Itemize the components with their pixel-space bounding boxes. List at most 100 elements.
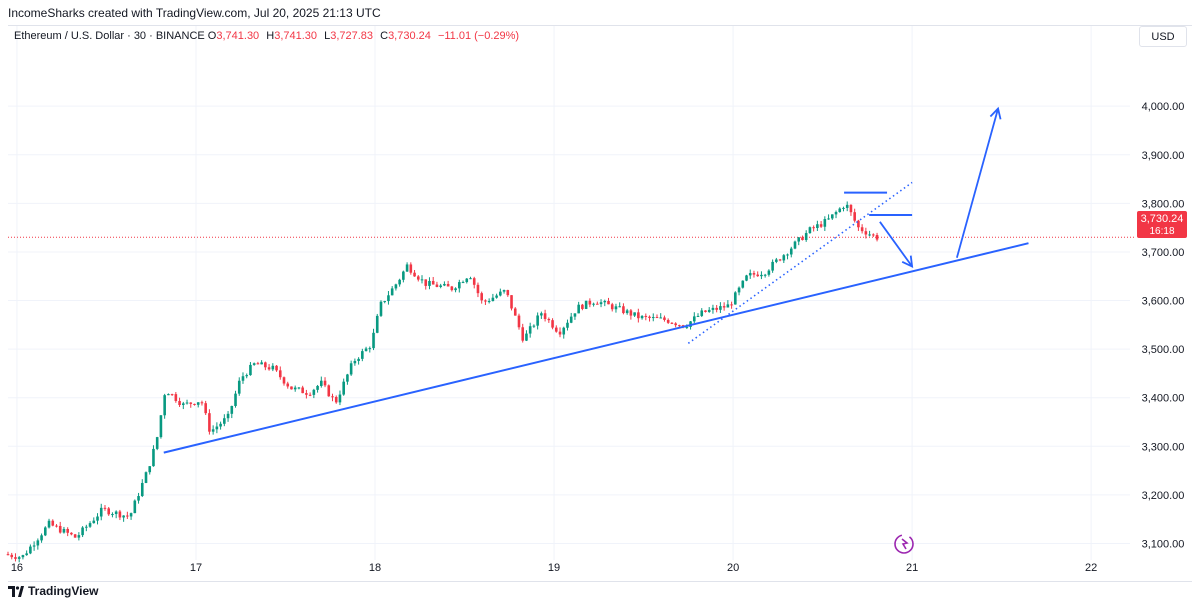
candle-body — [271, 365, 275, 370]
candle — [495, 293, 498, 299]
tradingview-logo-icon — [8, 585, 24, 597]
candle-body — [152, 448, 155, 467]
candle-body — [696, 315, 700, 317]
candle — [420, 275, 424, 284]
last-price-tag: 3,730.24 16:18 — [1137, 211, 1187, 238]
candlestick-series — [6, 201, 879, 563]
candle-body — [446, 283, 450, 287]
candle — [148, 466, 152, 475]
candle-body — [129, 513, 133, 517]
price-tick-label: 3,800.00 — [1142, 198, 1185, 210]
arrow-head — [901, 255, 914, 269]
candle — [499, 288, 502, 297]
candle-body — [554, 327, 558, 332]
symbol-name[interactable]: Ethereum / U.S. Dollar · 30 · BINANCE — [14, 30, 205, 42]
candle-body — [763, 274, 767, 276]
candle-body — [502, 290, 506, 292]
candle — [152, 445, 155, 467]
candle-body — [596, 303, 599, 305]
candle-body — [92, 520, 96, 524]
candle-body — [823, 219, 827, 227]
candle-body — [756, 274, 759, 277]
candle-body — [838, 208, 842, 213]
candle — [193, 403, 196, 406]
candle — [562, 326, 566, 339]
candle-body — [320, 380, 323, 386]
candle-body — [622, 306, 625, 314]
candle-body — [830, 214, 834, 219]
candle-body — [409, 264, 413, 273]
candle-body — [775, 259, 778, 262]
candle — [849, 204, 853, 216]
candle — [726, 300, 730, 308]
candle — [547, 317, 551, 323]
candle — [610, 302, 614, 312]
low-value: 3,727.83 — [330, 30, 374, 42]
candle — [271, 363, 275, 372]
candle-body — [133, 500, 137, 514]
candle — [375, 313, 379, 334]
candle — [528, 322, 532, 338]
candle-body — [525, 333, 528, 341]
candle-body — [458, 282, 461, 289]
candle — [66, 527, 69, 537]
candle-body — [51, 520, 55, 526]
candle-body — [196, 402, 200, 405]
candle — [830, 214, 834, 220]
candle-body — [14, 557, 17, 559]
candle-body — [685, 326, 689, 328]
candle-body — [469, 278, 472, 280]
open-label: O — [207, 30, 217, 42]
candle-body — [603, 300, 607, 303]
candle — [730, 301, 733, 309]
candle-body — [461, 282, 465, 284]
candle-body — [32, 545, 36, 547]
candle — [208, 409, 211, 435]
candle — [472, 276, 476, 289]
candle-body — [208, 413, 211, 432]
candle — [752, 270, 756, 278]
candle-body — [290, 386, 293, 390]
tradingview-footer[interactable]: TradingView — [8, 584, 98, 598]
candle-body — [748, 273, 752, 276]
candle-body — [569, 316, 573, 323]
candle — [252, 362, 256, 366]
candle-body — [465, 278, 469, 283]
candle — [566, 319, 569, 331]
candle — [282, 376, 286, 386]
candle-body — [170, 394, 174, 396]
candle — [651, 313, 655, 322]
candle-body — [6, 554, 10, 556]
candle-body — [722, 306, 726, 308]
candle-body — [487, 301, 491, 303]
candle-body — [234, 393, 237, 406]
candle-body — [77, 535, 81, 538]
candle-body — [99, 507, 103, 517]
candle-body — [394, 284, 398, 289]
symbol-legend: Ethereum / U.S. Dollar · 30 · BINANCE O 3… — [14, 30, 523, 42]
candle — [603, 299, 607, 307]
candle — [126, 511, 129, 520]
candle-body — [633, 312, 636, 316]
candle — [633, 312, 636, 317]
candle — [461, 280, 465, 284]
currency-button[interactable]: USD — [1139, 26, 1187, 47]
candle — [760, 271, 763, 280]
replay-icon[interactable] — [894, 534, 914, 554]
candle-body — [178, 400, 181, 406]
candle-body — [185, 402, 189, 404]
time-tick-label: 20 — [727, 562, 739, 574]
candle — [223, 414, 226, 427]
candle-body — [607, 300, 610, 305]
candle-body — [778, 259, 782, 261]
candle — [644, 313, 648, 321]
candle — [860, 224, 864, 234]
candle-body — [252, 363, 256, 365]
candle — [711, 304, 715, 314]
candle-body — [782, 255, 786, 261]
candle-body — [629, 310, 633, 316]
candle — [801, 235, 804, 241]
candle — [808, 226, 812, 234]
candle — [70, 532, 73, 536]
